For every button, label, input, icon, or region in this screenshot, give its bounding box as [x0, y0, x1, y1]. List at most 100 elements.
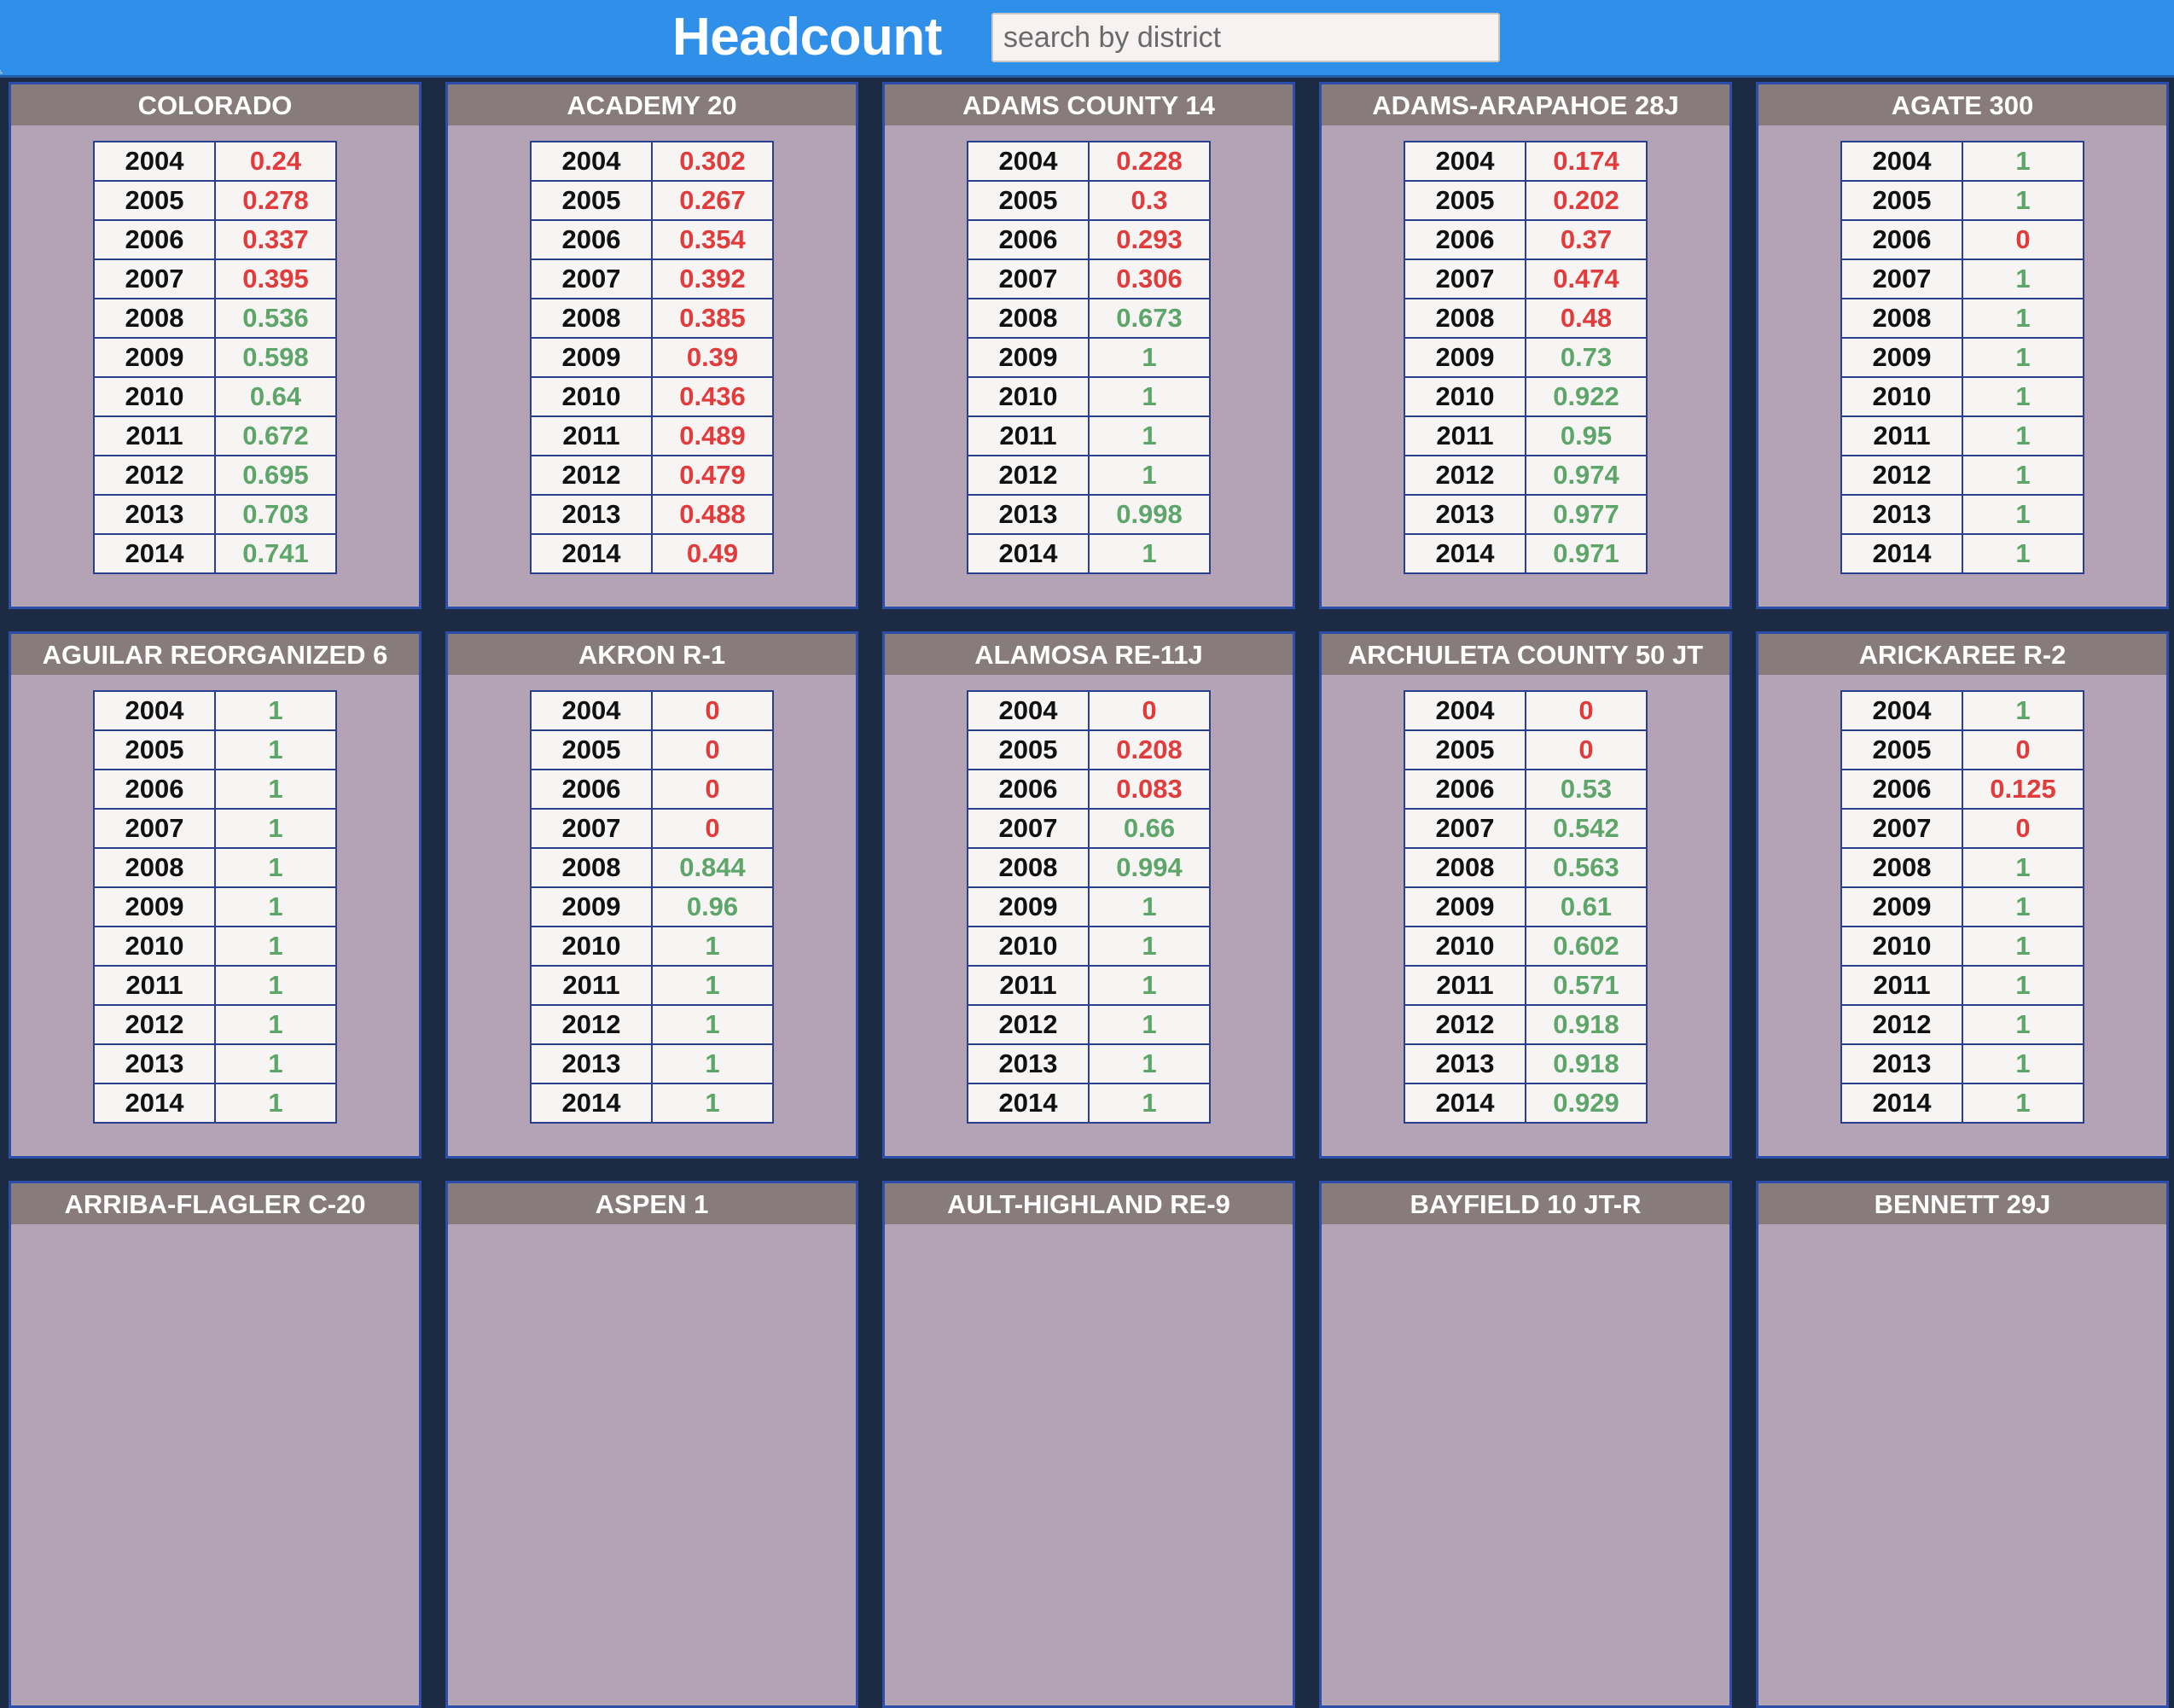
table-row: 2010 0.436 — [530, 376, 774, 417]
district-card[interactable]: BENNETT 29J — [1756, 1181, 2169, 1708]
year-cell: 2006 — [93, 769, 216, 810]
year-cell: 2007 — [1840, 259, 1963, 299]
year-cell: 2013 — [93, 494, 216, 535]
table-row: 2004 0.24 — [93, 141, 337, 182]
district-card[interactable]: AGATE 300 2004 1 2005 1 2006 0 2007 1 2008 1 2009 1 2… — [1756, 82, 2169, 609]
rate-cell: 0 — [1088, 690, 1211, 731]
district-card[interactable]: AKRON R-1 2004 0 2005 0 2006 0 2007 0 2008 0.844 20… — [445, 631, 858, 1159]
rate-cell: 0.392 — [651, 259, 774, 299]
district-name: BAYFIELD 10 JT-R — [1322, 1183, 1729, 1224]
table-row: 2004 0 — [1404, 690, 1648, 731]
table-row: 2012 0.974 — [1404, 455, 1648, 496]
district-card[interactable]: AGUILAR REORGANIZED 6 2004 1 2005 1 2006 1 2007… — [9, 631, 421, 1159]
year-cell: 2013 — [1404, 494, 1526, 535]
year-cell: 2013 — [967, 494, 1090, 535]
table-row: 2012 1 — [93, 1004, 337, 1045]
rate-cell: 0.306 — [1088, 259, 1211, 299]
district-card[interactable]: ADAMS-ARAPAHOE 28J 2004 0.174 2005 0.202 2006… — [1319, 82, 1732, 609]
year-cell: 2013 — [1840, 494, 1963, 535]
table-row: 2009 0.61 — [1404, 886, 1648, 927]
year-cell: 2008 — [1840, 847, 1963, 888]
year-cell: 2009 — [93, 886, 216, 927]
year-cell: 2011 — [1840, 415, 1963, 456]
rate-cell: 0 — [1525, 690, 1648, 731]
year-cell: 2005 — [530, 729, 653, 770]
district-name: AKRON R-1 — [448, 634, 856, 675]
district-card[interactable]: BAYFIELD 10 JT-R — [1319, 1181, 1732, 1708]
table-row: 2010 1 — [530, 926, 774, 967]
rate-cell: 1 — [1088, 926, 1211, 967]
district-card[interactable]: ASPEN 1 — [445, 1181, 858, 1708]
table-row: 2008 1 — [1840, 298, 2084, 339]
headcount-table: 2004 0 2005 0.208 2006 0.083 2007 0.66 2008 0.994… — [967, 690, 1211, 1124]
year-cell: 2010 — [1840, 926, 1963, 967]
table-row: 2005 1 — [1840, 180, 2084, 221]
table-row: 2007 0.392 — [530, 259, 774, 299]
table-row: 2013 1 — [1840, 494, 2084, 535]
district-name: ALAMOSA RE-11J — [885, 634, 1293, 675]
district-card[interactable]: COLORADO 2004 0.24 2005 0.278 2006 0.337 2007 0.… — [9, 82, 421, 609]
rate-cell: 1 — [1962, 455, 2084, 496]
rate-cell: 1 — [1962, 494, 2084, 535]
table-row: 2013 1 — [967, 1043, 1211, 1084]
year-cell: 2004 — [1404, 690, 1526, 731]
table-row: 2007 0.306 — [967, 259, 1211, 299]
table-row: 2008 1 — [1840, 847, 2084, 888]
table-row: 2006 0 — [530, 769, 774, 810]
district-card[interactable]: ARICKAREE R-2 2004 1 2005 0 2006 0.125 2007 0 200… — [1756, 631, 2169, 1159]
table-row: 2007 0 — [1840, 808, 2084, 849]
headcount-table: 2004 0.302 2005 0.267 2006 0.354 2007 0.392 2008… — [530, 141, 774, 574]
year-cell: 2009 — [530, 337, 653, 378]
headcount-table: 2004 0 2005 0 2006 0 2007 0 2008 0.844 2009 0.96 201… — [530, 690, 774, 1124]
rate-cell: 1 — [214, 926, 337, 967]
year-cell: 2013 — [967, 1043, 1090, 1084]
year-cell: 2011 — [93, 965, 216, 1006]
year-cell: 2008 — [967, 298, 1090, 339]
rate-cell: 0.337 — [214, 219, 337, 260]
district-name: ASPEN 1 — [448, 1183, 856, 1224]
rate-cell: 0.929 — [1525, 1083, 1648, 1124]
year-cell: 2005 — [93, 180, 216, 221]
table-row: 2007 0.542 — [1404, 808, 1648, 849]
district-card[interactable]: ACADEMY 20 2004 0.302 2005 0.267 2006 0.354 200… — [445, 82, 858, 609]
year-cell: 2004 — [1840, 690, 1963, 731]
year-cell: 2010 — [530, 926, 653, 967]
rate-cell: 0 — [651, 769, 774, 810]
table-row: 2004 0 — [967, 690, 1211, 731]
year-cell: 2013 — [1404, 1043, 1526, 1084]
header-bar: Headcount — [0, 0, 2174, 78]
district-card[interactable]: ADAMS COUNTY 14 2004 0.228 2005 0.3 2006 0.293… — [882, 82, 1295, 609]
year-cell: 2005 — [967, 729, 1090, 770]
table-row: 2005 0 — [530, 729, 774, 770]
district-card[interactable]: ARCHULETA COUNTY 50 JT 2004 0 2005 0 2006 0.53… — [1319, 631, 1732, 1159]
table-row: 2007 0 — [530, 808, 774, 849]
rate-cell: 1 — [651, 1004, 774, 1045]
year-cell: 2014 — [93, 1083, 216, 1124]
rate-cell: 1 — [214, 1043, 337, 1084]
year-cell: 2010 — [1404, 376, 1526, 417]
table-row: 2012 1 — [1840, 1004, 2084, 1045]
rate-cell: 0.479 — [651, 455, 774, 496]
year-cell: 2012 — [1840, 1004, 1963, 1045]
table-row: 2013 1 — [1840, 1043, 2084, 1084]
rate-cell: 1 — [651, 926, 774, 967]
district-card[interactable]: ALAMOSA RE-11J 2004 0 2005 0.208 2006 0.083 200… — [882, 631, 1295, 1159]
rate-cell: 0.64 — [214, 376, 337, 417]
search-input[interactable] — [991, 13, 1500, 62]
rate-cell: 0.489 — [651, 415, 774, 456]
rate-cell: 0.53 — [1525, 769, 1648, 810]
rate-cell: 1 — [1088, 965, 1211, 1006]
district-card[interactable]: AULT-HIGHLAND RE-9 — [882, 1181, 1295, 1708]
year-cell: 2014 — [1404, 533, 1526, 574]
table-row: 2011 1 — [1840, 415, 2084, 456]
year-cell: 2008 — [93, 847, 216, 888]
table-row: 2009 1 — [967, 886, 1211, 927]
table-row: 2011 0.95 — [1404, 415, 1648, 456]
table-row: 2010 0.602 — [1404, 926, 1648, 967]
district-name: AGUILAR REORGANIZED 6 — [11, 634, 419, 675]
district-card[interactable]: ARRIBA-FLAGLER C-20 — [9, 1181, 421, 1708]
table-row: 2010 0.64 — [93, 376, 337, 417]
table-row: 2011 1 — [967, 965, 1211, 1006]
table-row: 2004 1 — [93, 690, 337, 731]
table-row: 2011 0.672 — [93, 415, 337, 456]
